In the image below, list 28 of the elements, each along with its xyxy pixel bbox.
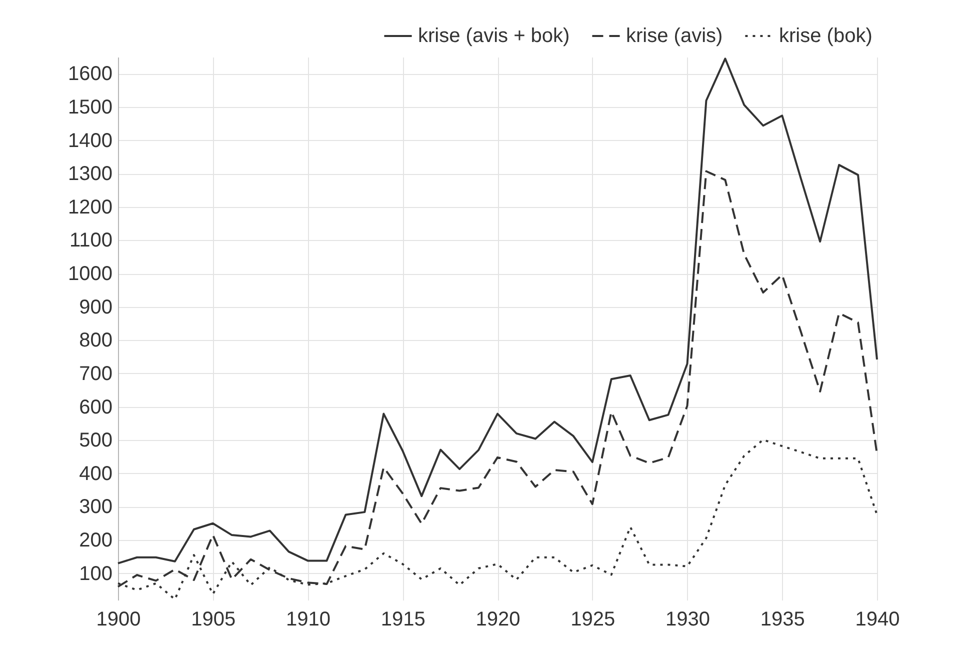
y-tick-label: 100 [79, 562, 112, 585]
x-tick-label: 1905 [191, 608, 236, 630]
y-tick-label: 300 [79, 496, 112, 518]
x-tick-label: 1915 [380, 608, 426, 630]
y-tick-label: 1600 [68, 63, 112, 86]
x-tick-label: 1935 [760, 608, 805, 630]
y-tick-label: 700 [79, 362, 112, 385]
y-tick-label: 500 [79, 430, 112, 452]
x-tick-label: 1930 [666, 608, 710, 630]
legend-label: krise (avis) [626, 25, 723, 47]
y-tick-label: 600 [79, 396, 112, 418]
x-tick-label: 1920 [476, 608, 520, 630]
y-tick-label: 1400 [68, 130, 112, 152]
y-tick-label: 1200 [68, 196, 112, 218]
legend-label: krise (bok) [779, 25, 872, 47]
x-tick-label: 1910 [286, 608, 330, 630]
x-tick-label: 1925 [570, 608, 616, 630]
legend-label: krise (avis + bok) [418, 25, 570, 47]
y-tick-label: 1500 [68, 96, 112, 118]
x-tick-label: 1900 [96, 608, 141, 630]
y-tick-label: 1300 [68, 163, 112, 186]
y-tick-label: 1000 [68, 263, 112, 286]
y-tick-label: 900 [79, 296, 112, 318]
x-tick-label: 1940 [855, 608, 900, 630]
y-tick-label: 1100 [69, 230, 112, 252]
y-tick-label: 800 [79, 330, 112, 352]
y-tick-label: 400 [79, 462, 112, 485]
y-tick-label: 200 [79, 530, 112, 552]
